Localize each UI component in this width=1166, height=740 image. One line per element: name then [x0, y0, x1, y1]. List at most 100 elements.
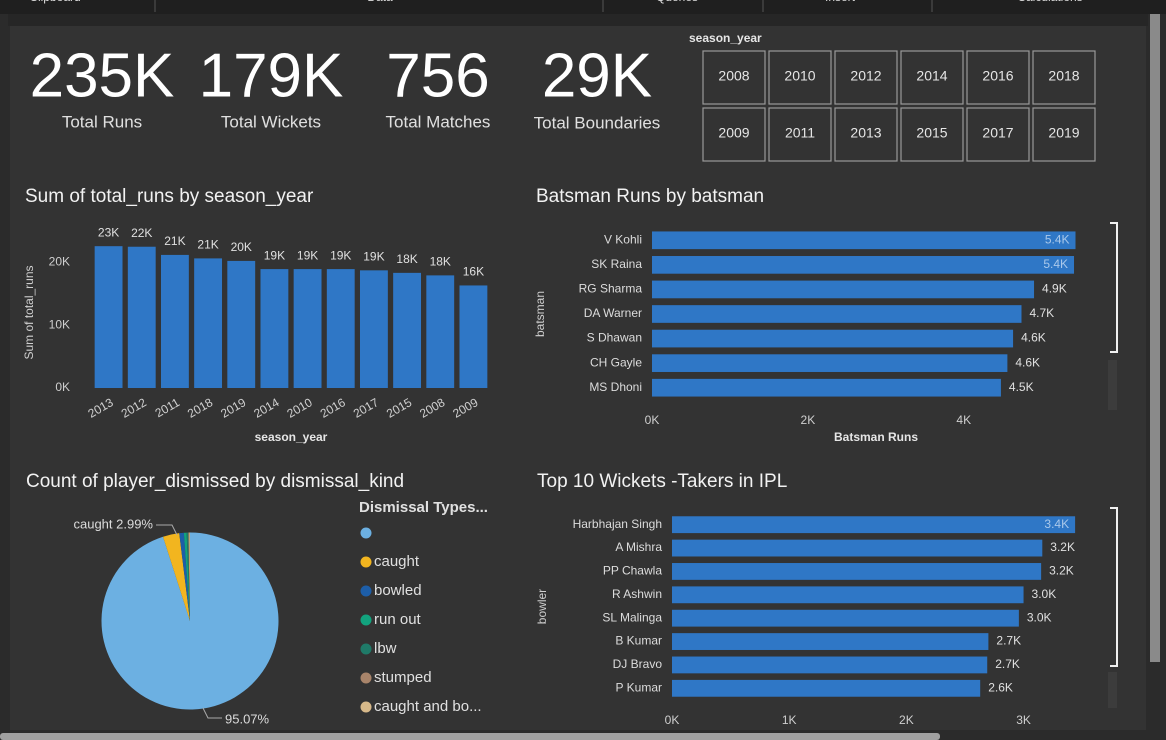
y-tick-label: CH Gayle [590, 355, 642, 369]
card-label: Total Boundaries [534, 113, 661, 132]
pie-slice [183, 532, 190, 621]
bar [326, 269, 355, 388]
legend-marker [360, 585, 372, 597]
slicer-button[interactable] [768, 50, 832, 105]
legend-marker [360, 643, 372, 655]
x-tick-label: 3K [1016, 713, 1031, 727]
slicer-item[interactable]: 2014 [916, 68, 947, 84]
y-tick-label: MS Dhoni [589, 380, 642, 394]
slicer-item[interactable]: 2013 [850, 125, 881, 141]
ribbon-tab[interactable]: Calculations [1017, 0, 1082, 4]
slicer-item[interactable]: 2019 [1048, 125, 1079, 141]
slicer-button[interactable] [702, 50, 766, 105]
ribbon-tab[interactable]: Clipboard [29, 0, 80, 4]
data-label: 19K [330, 248, 351, 262]
data-label: 4.6K [1015, 355, 1040, 369]
data-label: 5.4K [1045, 232, 1070, 246]
bar [426, 275, 455, 388]
slicer-button[interactable] [768, 107, 832, 162]
legend-marker [360, 614, 372, 626]
y-axis-label: bowler [535, 589, 549, 624]
data-label: 3.2K [1050, 540, 1075, 554]
x-tick-label: 0K [665, 713, 680, 727]
y-tick-label: P Kumar [616, 680, 662, 694]
data-label: 2.7K [995, 657, 1020, 671]
bar [260, 269, 289, 388]
y-tick-label: DA Warner [584, 306, 642, 320]
slicer-button[interactable] [1032, 50, 1096, 105]
bar [459, 285, 488, 388]
y-tick-label: PP Chawla [603, 564, 662, 578]
data-label: 19K [264, 248, 285, 262]
horizontal-scrollbar[interactable] [0, 733, 940, 740]
slicer-item[interactable]: 2017 [982, 125, 1013, 141]
slicer-item[interactable]: 2011 [785, 125, 815, 141]
bar [652, 280, 1035, 299]
slicer-button[interactable] [834, 107, 898, 162]
chart-title: Top 10 Wickets -Takers in IPL [537, 471, 787, 492]
pie-slice [163, 533, 190, 621]
slicer-button[interactable] [966, 50, 1030, 105]
slicer-item[interactable]: 2016 [982, 68, 1013, 84]
slicer-button[interactable] [966, 107, 1030, 162]
x-tick-label: 0K [645, 413, 660, 427]
data-label: 16K [463, 265, 484, 279]
data-label: 4.9K [1042, 282, 1067, 296]
slicer-item[interactable]: 2012 [850, 68, 881, 84]
x-tick-label: 1K [782, 713, 797, 727]
slicer-item[interactable]: 2008 [718, 68, 749, 84]
vertical-scrollbar[interactable] [1150, 14, 1160, 662]
bar [672, 609, 1019, 627]
y-tick-label: S Dhawan [587, 331, 642, 345]
legend-title: Dismissal Types... [359, 499, 488, 516]
legend-marker [360, 701, 372, 713]
scroll-track [1108, 360, 1117, 410]
scroll-thumb [1110, 507, 1118, 667]
bar [672, 656, 988, 674]
bar [127, 246, 156, 388]
bar [160, 254, 189, 388]
ribbon-tab[interactable]: Queries [656, 0, 698, 4]
y-tick-label: Harbhajan Singh [573, 517, 662, 531]
slicer-button[interactable] [1032, 107, 1096, 162]
legend-label: caught and bo... [374, 698, 482, 715]
card-value: 179K [199, 41, 344, 110]
slicer-button[interactable] [702, 107, 766, 162]
data-label: 2.7K [996, 634, 1021, 648]
slicer-item[interactable]: 2018 [1048, 68, 1079, 84]
data-label: 20K [231, 240, 252, 254]
bar [652, 378, 1001, 397]
y-tick-label: V Kohli [604, 232, 642, 246]
scroll-track [1108, 672, 1117, 708]
data-label: 22K [131, 226, 152, 240]
leader-line [202, 707, 222, 719]
y-tick-label: DJ Bravo [613, 657, 663, 671]
data-label: 19K [363, 250, 384, 264]
legend-label: caught [374, 553, 420, 570]
slicer-item[interactable]: 2010 [784, 68, 815, 84]
bar [293, 269, 322, 388]
slicer-button[interactable] [834, 50, 898, 105]
slicer-item[interactable]: 2015 [916, 125, 947, 141]
pie-slice [188, 532, 190, 621]
y-tick-label: 20K [49, 254, 70, 268]
data-label: 19K [297, 248, 318, 262]
slicer-button[interactable] [900, 107, 964, 162]
data-label: 21K [197, 238, 218, 252]
ribbon-tab[interactable]: Data [367, 0, 393, 4]
slicer-item[interactable]: 2009 [718, 125, 749, 141]
data-label: 95.07% [225, 711, 270, 726]
legend-label: stumped [374, 669, 432, 686]
card-label: Total Matches [386, 112, 491, 131]
data-label: 3.0K [1032, 587, 1057, 601]
bar [652, 329, 1014, 348]
legend-label: bowled [374, 582, 422, 599]
bar [672, 563, 1042, 580]
chart-title: Sum of total_runs by season_year [25, 186, 314, 207]
ribbon-tab[interactable]: Insert [825, 0, 856, 4]
leader-line [156, 524, 178, 536]
slicer-button[interactable] [900, 50, 964, 105]
bar [672, 586, 1024, 604]
